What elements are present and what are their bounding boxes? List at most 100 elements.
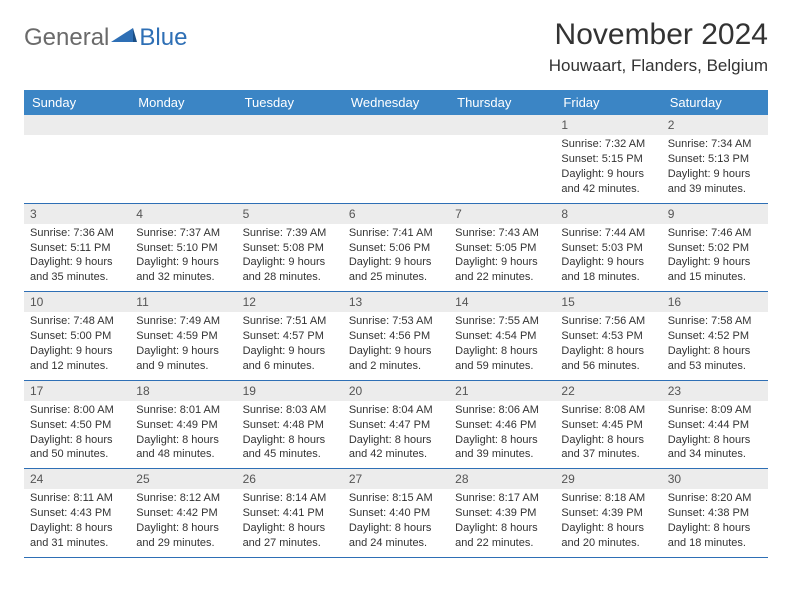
day-number: 15	[555, 292, 661, 312]
daylight-text: Daylight: 8 hours and 59 minutes.	[455, 344, 549, 374]
day-cell: 10Sunrise: 7:48 AMSunset: 5:00 PMDayligh…	[24, 292, 130, 380]
day-number: 10	[24, 292, 130, 312]
day-cell: 8Sunrise: 7:44 AMSunset: 5:03 PMDaylight…	[555, 204, 661, 292]
week-row: 3Sunrise: 7:36 AMSunset: 5:11 PMDaylight…	[24, 204, 768, 293]
week-row: 17Sunrise: 8:00 AMSunset: 4:50 PMDayligh…	[24, 381, 768, 470]
day-number	[130, 115, 236, 135]
day-number: 22	[555, 381, 661, 401]
location: Houwaart, Flanders, Belgium	[549, 56, 768, 76]
daylight-text: Daylight: 8 hours and 53 minutes.	[668, 344, 762, 374]
day-number: 7	[449, 204, 555, 224]
day-number: 20	[343, 381, 449, 401]
sunset-text: Sunset: 4:40 PM	[349, 506, 443, 521]
day-cell: 18Sunrise: 8:01 AMSunset: 4:49 PMDayligh…	[130, 381, 236, 469]
sunrise-text: Sunrise: 8:00 AM	[30, 403, 124, 418]
daylight-text: Daylight: 8 hours and 29 minutes.	[136, 521, 230, 551]
daylight-text: Daylight: 8 hours and 34 minutes.	[668, 433, 762, 463]
day-number: 16	[662, 292, 768, 312]
month-title: November 2024	[549, 18, 768, 52]
sunset-text: Sunset: 4:41 PM	[243, 506, 337, 521]
logo-triangle-icon	[111, 26, 137, 51]
day-number: 23	[662, 381, 768, 401]
daylight-text: Daylight: 8 hours and 56 minutes.	[561, 344, 655, 374]
sunset-text: Sunset: 4:54 PM	[455, 329, 549, 344]
day-cell: 9Sunrise: 7:46 AMSunset: 5:02 PMDaylight…	[662, 204, 768, 292]
day-cell: 7Sunrise: 7:43 AMSunset: 5:05 PMDaylight…	[449, 204, 555, 292]
day-number: 9	[662, 204, 768, 224]
day-number: 24	[24, 469, 130, 489]
daylight-text: Daylight: 9 hours and 32 minutes.	[136, 255, 230, 285]
sunrise-text: Sunrise: 8:20 AM	[668, 491, 762, 506]
sunrise-text: Sunrise: 8:18 AM	[561, 491, 655, 506]
day-number: 26	[237, 469, 343, 489]
day-cell	[130, 115, 236, 203]
daylight-text: Daylight: 8 hours and 39 minutes.	[455, 433, 549, 463]
sunset-text: Sunset: 5:02 PM	[668, 241, 762, 256]
sunset-text: Sunset: 5:00 PM	[30, 329, 124, 344]
day-cell: 29Sunrise: 8:18 AMSunset: 4:39 PMDayligh…	[555, 469, 661, 557]
day-cell	[237, 115, 343, 203]
sunrise-text: Sunrise: 7:41 AM	[349, 226, 443, 241]
sunrise-text: Sunrise: 8:12 AM	[136, 491, 230, 506]
day-cell: 19Sunrise: 8:03 AMSunset: 4:48 PMDayligh…	[237, 381, 343, 469]
day-cell: 28Sunrise: 8:17 AMSunset: 4:39 PMDayligh…	[449, 469, 555, 557]
sunrise-text: Sunrise: 7:32 AM	[561, 137, 655, 152]
dow-monday: Monday	[130, 90, 236, 115]
day-cell: 14Sunrise: 7:55 AMSunset: 4:54 PMDayligh…	[449, 292, 555, 380]
dow-tuesday: Tuesday	[237, 90, 343, 115]
daylight-text: Daylight: 9 hours and 42 minutes.	[561, 167, 655, 197]
logo: General Blue	[24, 18, 187, 52]
sunrise-text: Sunrise: 8:01 AM	[136, 403, 230, 418]
daylight-text: Daylight: 8 hours and 48 minutes.	[136, 433, 230, 463]
sunrise-text: Sunrise: 8:17 AM	[455, 491, 549, 506]
daylight-text: Daylight: 9 hours and 28 minutes.	[243, 255, 337, 285]
daylight-text: Daylight: 9 hours and 39 minutes.	[668, 167, 762, 197]
sunset-text: Sunset: 4:52 PM	[668, 329, 762, 344]
sunset-text: Sunset: 4:38 PM	[668, 506, 762, 521]
dow-thursday: Thursday	[449, 90, 555, 115]
day-number: 13	[343, 292, 449, 312]
day-cell: 27Sunrise: 8:15 AMSunset: 4:40 PMDayligh…	[343, 469, 449, 557]
daylight-text: Daylight: 9 hours and 18 minutes.	[561, 255, 655, 285]
day-number: 4	[130, 204, 236, 224]
day-number: 1	[555, 115, 661, 135]
day-number: 2	[662, 115, 768, 135]
sunset-text: Sunset: 4:45 PM	[561, 418, 655, 433]
week-row: 24Sunrise: 8:11 AMSunset: 4:43 PMDayligh…	[24, 469, 768, 558]
day-cell: 24Sunrise: 8:11 AMSunset: 4:43 PMDayligh…	[24, 469, 130, 557]
day-cell: 25Sunrise: 8:12 AMSunset: 4:42 PMDayligh…	[130, 469, 236, 557]
sunset-text: Sunset: 4:39 PM	[561, 506, 655, 521]
day-number: 12	[237, 292, 343, 312]
day-cell: 26Sunrise: 8:14 AMSunset: 4:41 PMDayligh…	[237, 469, 343, 557]
sunset-text: Sunset: 5:11 PM	[30, 241, 124, 256]
daylight-text: Daylight: 8 hours and 31 minutes.	[30, 521, 124, 551]
sunrise-text: Sunrise: 7:44 AM	[561, 226, 655, 241]
daylight-text: Daylight: 8 hours and 42 minutes.	[349, 433, 443, 463]
day-number: 5	[237, 204, 343, 224]
day-cell: 2Sunrise: 7:34 AMSunset: 5:13 PMDaylight…	[662, 115, 768, 203]
day-number: 8	[555, 204, 661, 224]
sunset-text: Sunset: 4:48 PM	[243, 418, 337, 433]
sunrise-text: Sunrise: 8:06 AM	[455, 403, 549, 418]
daylight-text: Daylight: 9 hours and 6 minutes.	[243, 344, 337, 374]
sunset-text: Sunset: 4:47 PM	[349, 418, 443, 433]
dow-wednesday: Wednesday	[343, 90, 449, 115]
day-cell	[24, 115, 130, 203]
sunrise-text: Sunrise: 8:15 AM	[349, 491, 443, 506]
dow-sunday: Sunday	[24, 90, 130, 115]
day-cell	[343, 115, 449, 203]
sunset-text: Sunset: 5:08 PM	[243, 241, 337, 256]
logo-text-general: General	[24, 24, 109, 52]
daylight-text: Daylight: 8 hours and 22 minutes.	[455, 521, 549, 551]
daylight-text: Daylight: 9 hours and 12 minutes.	[30, 344, 124, 374]
sunrise-text: Sunrise: 7:46 AM	[668, 226, 762, 241]
sunrise-text: Sunrise: 8:14 AM	[243, 491, 337, 506]
daylight-text: Daylight: 9 hours and 25 minutes.	[349, 255, 443, 285]
sunrise-text: Sunrise: 7:58 AM	[668, 314, 762, 329]
day-number	[24, 115, 130, 135]
day-number: 28	[449, 469, 555, 489]
dow-friday: Friday	[555, 90, 661, 115]
sunrise-text: Sunrise: 8:08 AM	[561, 403, 655, 418]
weeks-container: 1Sunrise: 7:32 AMSunset: 5:15 PMDaylight…	[24, 115, 768, 558]
day-number	[449, 115, 555, 135]
